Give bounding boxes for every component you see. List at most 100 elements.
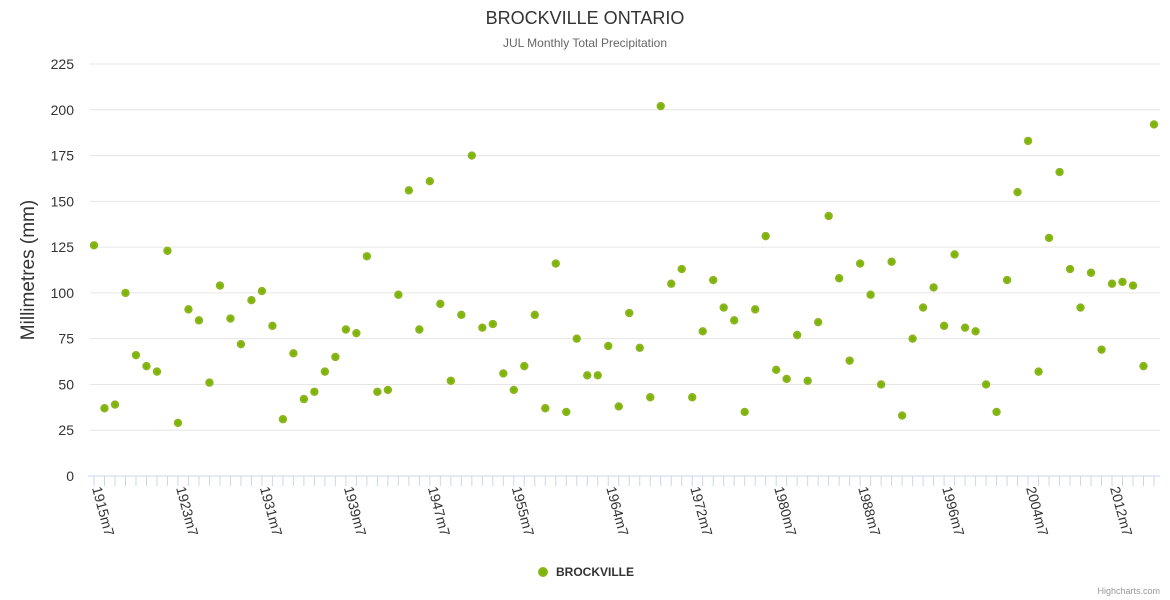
data-point[interactable] (373, 387, 382, 396)
data-point[interactable] (163, 246, 172, 255)
data-point[interactable] (709, 275, 718, 285)
data-point[interactable] (194, 316, 204, 325)
data-point[interactable] (1002, 275, 1012, 285)
data-point[interactable] (1097, 345, 1106, 354)
data-point[interactable] (1107, 279, 1117, 288)
data-point[interactable] (362, 252, 372, 261)
data-point[interactable] (331, 352, 340, 362)
data-point[interactable] (541, 404, 550, 413)
data-point[interactable] (257, 286, 267, 296)
data-point[interactable] (646, 393, 655, 402)
data-point[interactable] (1128, 281, 1138, 290)
data-point[interactable] (509, 385, 519, 395)
data-point[interactable] (404, 186, 414, 195)
data-point[interactable] (897, 411, 907, 420)
data-point[interactable] (667, 279, 676, 288)
data-point[interactable] (981, 380, 991, 389)
data-point[interactable] (341, 325, 351, 334)
data-point[interactable] (121, 288, 130, 298)
data-point[interactable] (226, 314, 235, 323)
data-point[interactable] (698, 327, 707, 336)
series-brockville[interactable] (89, 101, 1159, 428)
data-point[interactable] (1118, 277, 1127, 287)
legend-marker-icon[interactable] (538, 567, 548, 577)
data-point[interactable] (278, 415, 288, 424)
data-point[interactable] (635, 343, 644, 353)
data-point[interactable] (887, 257, 896, 266)
data-point[interactable] (761, 231, 770, 241)
data-point[interactable] (625, 308, 634, 318)
data-point[interactable] (688, 393, 697, 402)
data-point[interactable] (855, 259, 865, 268)
data-point[interactable] (583, 371, 592, 380)
data-point[interactable] (656, 101, 665, 111)
data-point[interactable] (614, 402, 623, 411)
data-point[interactable] (729, 316, 739, 325)
data-point[interactable] (918, 303, 928, 312)
data-point[interactable] (530, 310, 539, 320)
data-point[interactable] (131, 350, 141, 360)
data-point[interactable] (100, 404, 109, 413)
credits-link[interactable]: Highcharts.com (1097, 586, 1160, 596)
data-point[interactable] (950, 250, 959, 259)
data-point[interactable] (960, 323, 970, 332)
data-point[interactable] (1044, 233, 1054, 243)
data-point[interactable] (908, 334, 917, 343)
data-point[interactable] (971, 327, 980, 336)
data-point[interactable] (834, 274, 844, 283)
data-point[interactable] (1023, 136, 1033, 146)
data-point[interactable] (184, 305, 193, 314)
data-point[interactable] (593, 371, 602, 380)
data-point[interactable] (1149, 120, 1159, 129)
data-point[interactable] (247, 296, 256, 305)
data-point[interactable] (719, 303, 728, 312)
data-point[interactable] (467, 151, 477, 160)
data-point[interactable] (394, 290, 403, 299)
data-point[interactable] (173, 418, 183, 428)
data-point[interactable] (110, 400, 120, 409)
data-point[interactable] (383, 385, 393, 395)
data-point[interactable] (1139, 361, 1148, 371)
data-point[interactable] (268, 321, 277, 331)
data-point[interactable] (457, 310, 466, 320)
data-point[interactable] (992, 407, 1001, 417)
data-point[interactable] (89, 241, 99, 250)
data-point[interactable] (562, 407, 571, 417)
data-point[interactable] (929, 283, 938, 292)
data-point[interactable] (866, 290, 875, 299)
data-point[interactable] (142, 361, 151, 371)
data-point[interactable] (152, 367, 162, 376)
data-point[interactable] (320, 367, 330, 376)
data-point[interactable] (551, 259, 560, 268)
data-point[interactable] (845, 356, 854, 365)
data-point[interactable] (604, 341, 613, 351)
data-point[interactable] (750, 305, 760, 314)
data-point[interactable] (415, 325, 424, 334)
data-point[interactable] (352, 328, 361, 338)
data-point[interactable] (499, 369, 508, 378)
data-point[interactable] (289, 349, 298, 358)
data-point[interactable] (446, 376, 456, 385)
data-point[interactable] (205, 378, 214, 387)
data-point[interactable] (824, 211, 833, 221)
data-point[interactable] (310, 387, 319, 396)
data-point[interactable] (478, 323, 487, 332)
data-point[interactable] (740, 407, 749, 417)
data-point[interactable] (803, 376, 812, 385)
data-point[interactable] (782, 374, 791, 384)
data-point[interactable] (1034, 367, 1043, 376)
data-point[interactable] (677, 264, 686, 274)
data-point[interactable] (792, 330, 802, 340)
data-point[interactable] (425, 176, 435, 186)
data-point[interactable] (299, 394, 309, 404)
data-point[interactable] (771, 365, 781, 374)
data-point[interactable] (215, 281, 225, 290)
legend-item-brockville[interactable]: BROCKVILLE (556, 565, 634, 579)
data-point[interactable] (1013, 187, 1022, 197)
data-point[interactable] (488, 319, 498, 329)
data-point[interactable] (1055, 167, 1064, 177)
data-point[interactable] (520, 361, 529, 371)
data-point[interactable] (436, 299, 445, 309)
data-point[interactable] (236, 339, 246, 349)
data-point[interactable] (939, 321, 949, 331)
